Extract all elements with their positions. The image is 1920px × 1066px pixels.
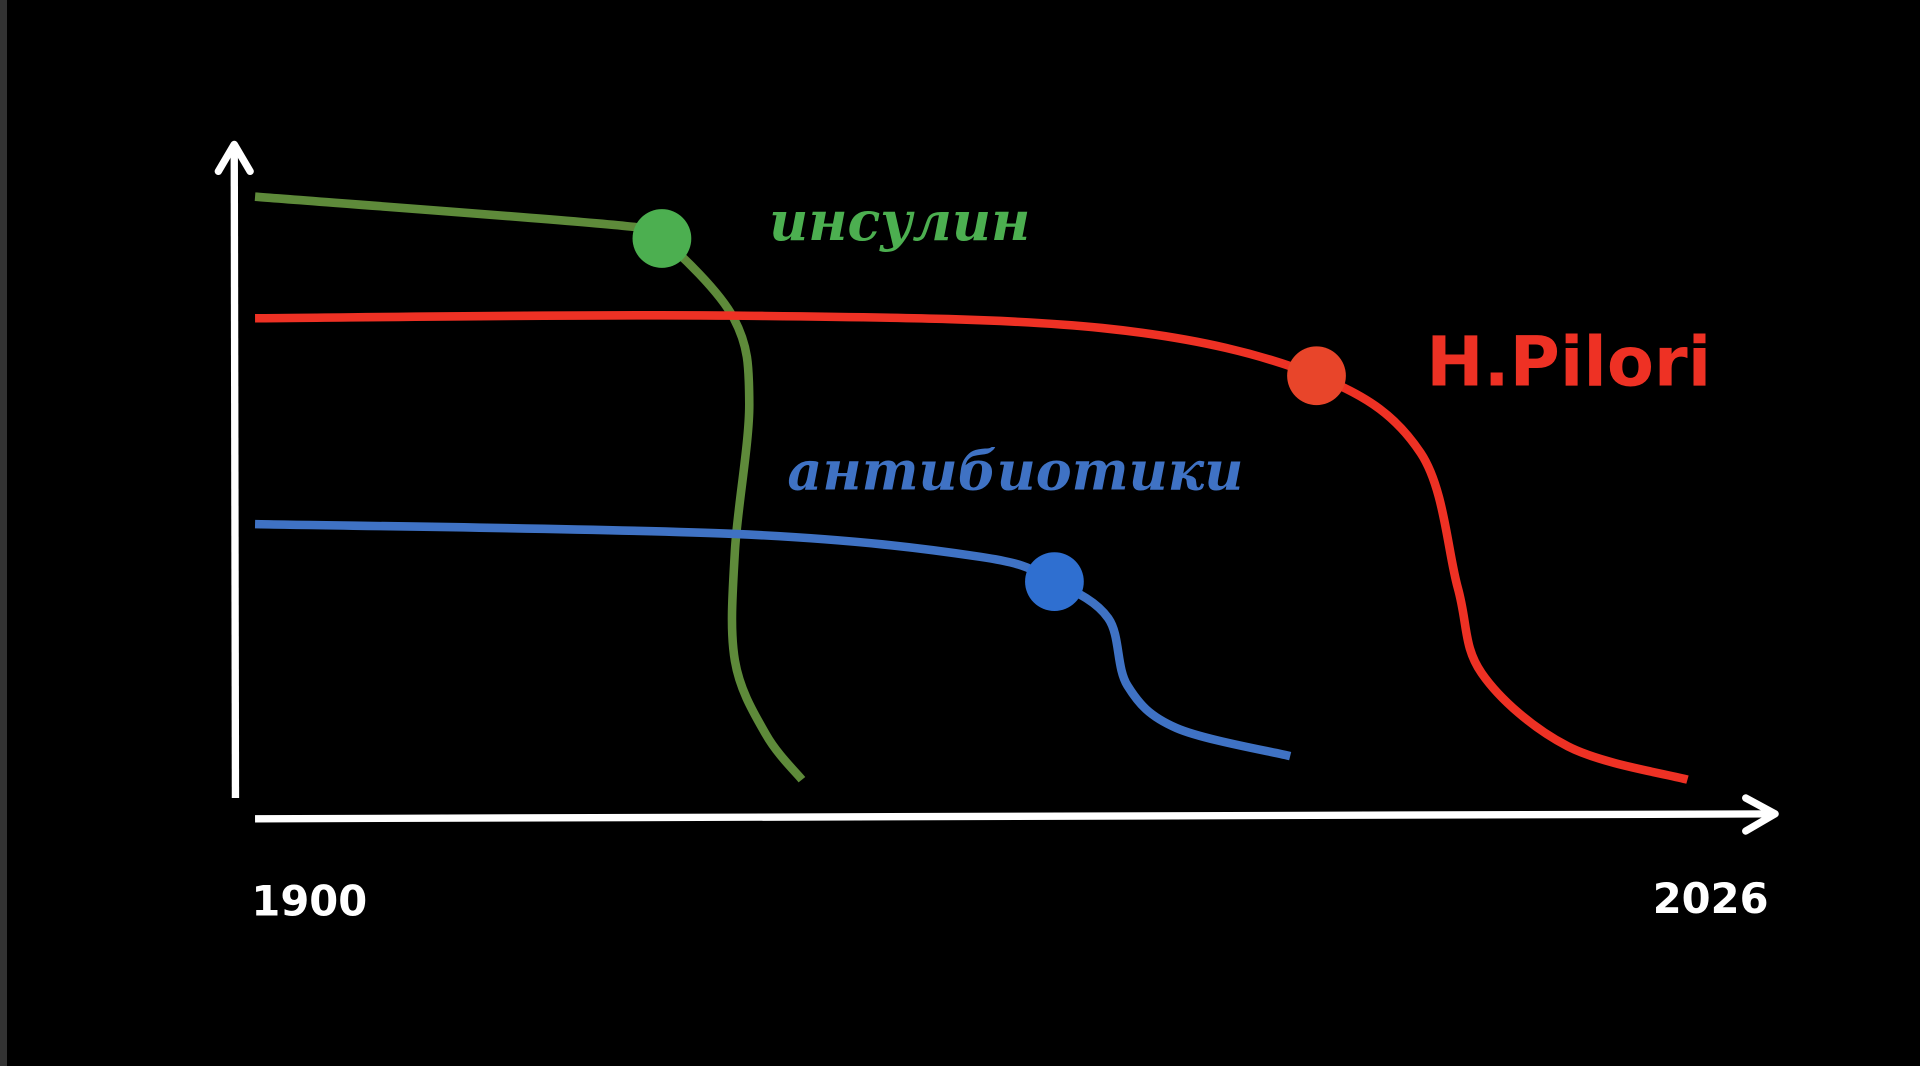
series-line-0: [254, 192, 806, 783]
x-axis-arrow-icon: [1742, 794, 1779, 835]
y-axis-arrow-icon: [214, 140, 254, 176]
series-label-antibiotics: антибиотики: [787, 439, 1243, 503]
series-label-hpilori: H.Pilori: [1426, 323, 1711, 403]
series-marker-0: [632, 209, 692, 268]
series-label-insulin: инсулин: [769, 189, 1030, 253]
series-line-2: [254, 519, 1292, 761]
window-edge: [0, 0, 7, 1066]
series-marker-1: [1287, 346, 1346, 406]
x-axis: [255, 794, 1779, 835]
x-tick-label-start: 1900: [251, 876, 367, 925]
y-axis: [214, 140, 254, 798]
x-tick-label-end: 2026: [1653, 874, 1769, 923]
series-marker-2: [1025, 552, 1084, 612]
